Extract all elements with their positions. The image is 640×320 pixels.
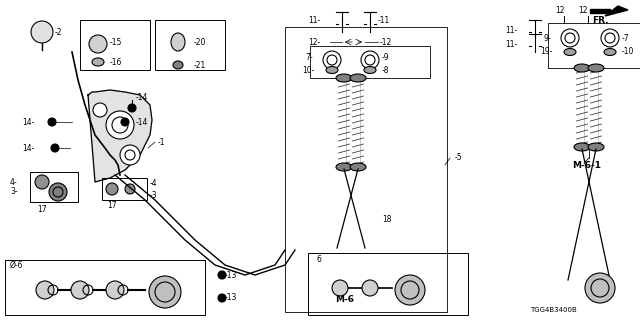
Text: 12: 12: [578, 5, 588, 14]
Text: 12-: 12-: [308, 37, 320, 46]
Ellipse shape: [336, 163, 352, 171]
Ellipse shape: [92, 58, 104, 66]
Circle shape: [128, 104, 136, 112]
Text: FR.: FR.: [592, 15, 609, 25]
Bar: [285, 27, 447, 312]
Text: -15: -15: [110, 37, 122, 46]
Text: -4: -4: [150, 180, 157, 188]
Circle shape: [218, 294, 226, 302]
Text: 3-: 3-: [10, 188, 18, 196]
Bar: [548, 23, 640, 68]
Text: -1: -1: [158, 138, 166, 147]
Circle shape: [361, 51, 379, 69]
Bar: [5, 260, 205, 315]
Circle shape: [125, 184, 135, 194]
Text: 12: 12: [555, 5, 564, 14]
Ellipse shape: [173, 61, 183, 69]
Text: -7: -7: [622, 34, 630, 43]
Circle shape: [35, 175, 49, 189]
Ellipse shape: [350, 74, 366, 82]
Polygon shape: [590, 9, 610, 13]
Text: -2: -2: [55, 28, 63, 36]
Circle shape: [106, 183, 118, 195]
Circle shape: [71, 281, 89, 299]
Circle shape: [36, 281, 54, 299]
Text: 11-: 11-: [505, 26, 517, 35]
Text: 17: 17: [107, 201, 117, 210]
Circle shape: [120, 145, 140, 165]
Circle shape: [218, 271, 226, 279]
Text: -11: -11: [378, 15, 390, 25]
Text: -3: -3: [150, 190, 157, 199]
Circle shape: [395, 275, 425, 305]
Text: 6: 6: [316, 255, 321, 265]
Bar: [102, 178, 147, 200]
Circle shape: [362, 280, 378, 296]
Ellipse shape: [350, 163, 366, 171]
Circle shape: [121, 118, 129, 126]
Text: 17: 17: [37, 205, 47, 214]
Text: -8: -8: [382, 66, 390, 75]
Bar: [155, 20, 225, 70]
Circle shape: [51, 144, 59, 152]
Ellipse shape: [564, 49, 576, 55]
Text: 10-: 10-: [302, 66, 314, 75]
Text: TGG4B3400B: TGG4B3400B: [530, 307, 577, 313]
Ellipse shape: [588, 143, 604, 151]
Ellipse shape: [574, 64, 590, 72]
Circle shape: [89, 35, 107, 53]
Bar: [30, 172, 78, 202]
Circle shape: [49, 183, 67, 201]
Circle shape: [93, 103, 107, 117]
Circle shape: [601, 29, 619, 47]
Text: M-6: M-6: [335, 295, 354, 305]
Ellipse shape: [604, 49, 616, 55]
Text: 4-: 4-: [10, 178, 18, 187]
Ellipse shape: [588, 64, 604, 72]
Text: -21: -21: [194, 60, 206, 69]
Text: 14-: 14-: [22, 117, 35, 126]
Circle shape: [332, 280, 348, 296]
Bar: [310, 46, 430, 78]
Text: 9-: 9-: [544, 34, 552, 43]
Ellipse shape: [326, 67, 338, 74]
Text: -13: -13: [225, 270, 237, 279]
Text: -14: -14: [136, 117, 148, 126]
Ellipse shape: [171, 33, 185, 51]
Polygon shape: [88, 90, 152, 182]
Ellipse shape: [364, 67, 376, 74]
Text: 19-: 19-: [540, 47, 552, 57]
Circle shape: [561, 29, 579, 47]
Text: -9: -9: [382, 53, 390, 62]
Text: -5: -5: [455, 154, 463, 163]
Bar: [80, 20, 150, 70]
Circle shape: [149, 276, 181, 308]
Polygon shape: [605, 6, 628, 16]
Text: 7-: 7-: [305, 53, 312, 62]
Circle shape: [106, 111, 134, 139]
Ellipse shape: [574, 143, 590, 151]
Circle shape: [323, 51, 341, 69]
Text: M-6-1: M-6-1: [572, 161, 601, 170]
Circle shape: [48, 118, 56, 126]
Text: 11-: 11-: [308, 15, 320, 25]
Text: 11-: 11-: [505, 39, 517, 49]
Text: -20: -20: [194, 37, 206, 46]
Circle shape: [31, 21, 53, 43]
Text: -13: -13: [225, 293, 237, 302]
Text: -14: -14: [136, 93, 148, 102]
Text: 14-: 14-: [22, 143, 35, 153]
Text: -16: -16: [110, 58, 122, 67]
Text: 18: 18: [382, 215, 392, 225]
Text: -12: -12: [380, 37, 392, 46]
Circle shape: [106, 281, 124, 299]
Bar: [308, 253, 468, 315]
Ellipse shape: [336, 74, 352, 82]
Circle shape: [585, 273, 615, 303]
Text: -10: -10: [622, 47, 634, 57]
Text: Ø-6: Ø-6: [10, 260, 24, 269]
